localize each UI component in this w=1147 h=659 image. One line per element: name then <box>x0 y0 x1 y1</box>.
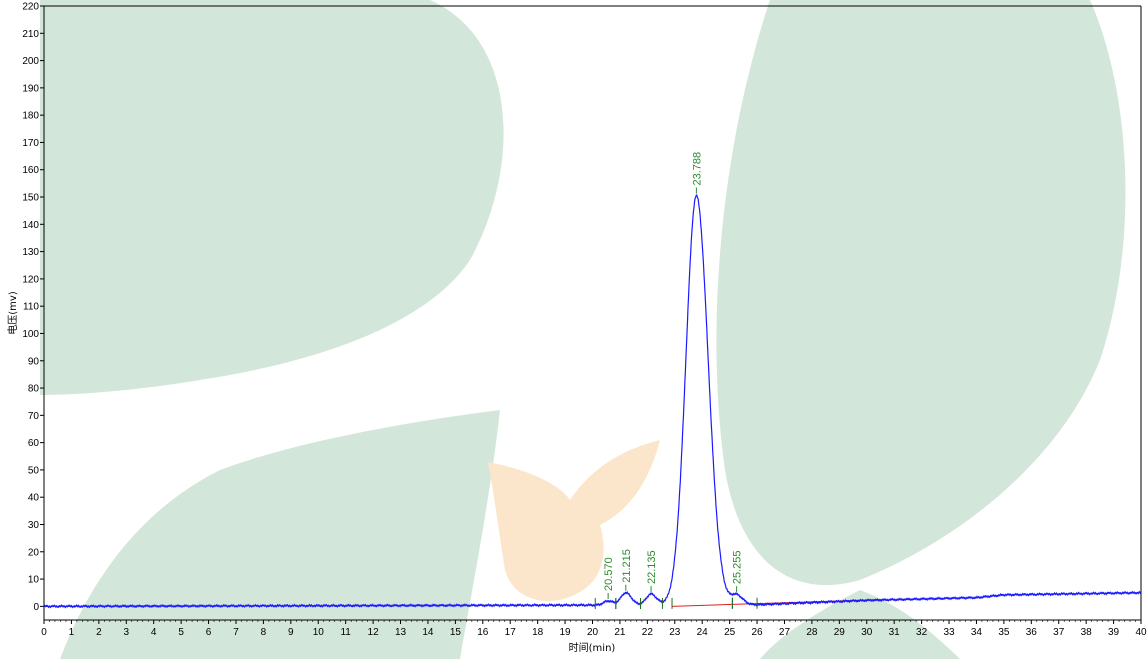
x-tick-label: 30 <box>861 627 873 638</box>
trace-layer <box>43 194 1142 609</box>
y-tick-label: 70 <box>28 411 40 422</box>
x-tick-label: 3 <box>123 627 129 638</box>
x-tick-label: 12 <box>368 627 380 638</box>
watermark-leaf-right <box>716 0 1126 586</box>
y-tick-label: 0 <box>33 602 39 613</box>
x-tick-label: 10 <box>313 627 325 638</box>
y-tick-label: 150 <box>22 193 39 204</box>
x-tick-label: 28 <box>806 627 818 638</box>
y-tick-label: 40 <box>28 493 40 504</box>
y-tick-label: 220 <box>22 2 39 13</box>
x-tick-label: 2 <box>96 627 102 638</box>
y-tick-label: 90 <box>28 356 40 367</box>
x-tick-label: 37 <box>1053 627 1065 638</box>
x-tick-label: 6 <box>206 627 212 638</box>
x-tick-label: 13 <box>395 627 407 638</box>
peak-label: 21.215 <box>621 549 633 583</box>
x-tick-label: 21 <box>614 627 626 638</box>
x-tick-label: 39 <box>1108 627 1120 638</box>
x-tick-label: 40 <box>1135 627 1147 638</box>
y-tick-label: 190 <box>22 83 39 94</box>
x-tick-label: 18 <box>532 627 544 638</box>
y-tick-label: 120 <box>22 274 39 285</box>
watermark-leaf-bottom-right <box>760 590 960 659</box>
x-tick-label: 16 <box>477 627 489 638</box>
chromatogram-trace <box>43 194 1142 609</box>
y-tick-label: 20 <box>28 547 40 558</box>
x-tick-label: 11 <box>340 627 351 638</box>
x-tick-label: 0 <box>41 627 47 638</box>
peak-label: 22.135 <box>646 550 658 584</box>
x-tick-label: 14 <box>422 627 434 638</box>
x-tick-label: 35 <box>998 627 1010 638</box>
y-tick-label: 180 <box>22 111 39 122</box>
peak-layer: 20.570 21.215 22.135 23.788 25.255 <box>594 152 758 610</box>
x-ticks: 0 1 2 3 4 5 6 7 8 9 10 11 12 13 14 15 16 17 18 19 20 21 22 23 24… <box>41 620 1147 638</box>
x-tick-label: 38 <box>1081 627 1093 638</box>
x-tick-label: 4 <box>151 627 157 638</box>
peak-label: 23.788 <box>691 152 703 186</box>
x-tick-label: 20 <box>587 627 599 638</box>
x-tick-label: 27 <box>779 627 791 638</box>
y-tick-label: 30 <box>28 520 40 531</box>
x-tick-label: 23 <box>669 627 681 638</box>
watermark-logo <box>40 0 1126 659</box>
y-ticks: 0 10 20 30 40 50 60 70 80 90 100 110 120 130 140 150 160… <box>22 2 44 613</box>
x-tick-label: 24 <box>697 627 709 638</box>
x-tick-label: 22 <box>642 627 654 638</box>
x-tick-label: 15 <box>450 627 462 638</box>
x-tick-label: 1 <box>69 627 75 638</box>
x-tick-label: 19 <box>560 627 572 638</box>
x-tick-label: 7 <box>233 627 239 638</box>
x-tick-label: 9 <box>288 627 294 638</box>
y-tick-label: 160 <box>22 165 39 176</box>
y-axis-label: 电压(mv) <box>6 291 19 335</box>
x-tick-label: 29 <box>834 627 846 638</box>
y-tick-label: 80 <box>28 384 40 395</box>
y-tick-label: 110 <box>23 302 39 313</box>
x-tick-label: 17 <box>505 627 517 638</box>
y-tick-label: 100 <box>22 329 39 340</box>
watermark-leaf-bottom-left <box>60 410 500 659</box>
x-tick-label: 8 <box>261 627 267 638</box>
x-tick-label: 34 <box>971 627 983 638</box>
y-tick-label: 60 <box>28 438 40 449</box>
watermark-leaf-orange <box>488 440 660 601</box>
x-tick-label: 33 <box>943 627 955 638</box>
y-tick-label: 210 <box>22 29 39 40</box>
x-tick-label: 31 <box>889 627 901 638</box>
x-tick-label: 25 <box>724 627 736 638</box>
watermark-leaf-top-left <box>40 0 504 395</box>
y-tick-label: 140 <box>22 220 39 231</box>
x-axis-label: 时间(min) <box>569 641 616 654</box>
x-tick-label: 36 <box>1026 627 1038 638</box>
x-tick-label: 32 <box>916 627 928 638</box>
peak-label: 20.570 <box>603 557 615 591</box>
y-tick-label: 200 <box>22 56 39 67</box>
y-tick-label: 50 <box>28 465 40 476</box>
x-tick-label: 26 <box>751 627 763 638</box>
x-tick-label: 5 <box>178 627 184 638</box>
y-tick-label: 10 <box>28 575 40 586</box>
y-tick-label: 130 <box>22 247 39 258</box>
peak-label: 25.255 <box>732 550 744 584</box>
y-tick-label: 170 <box>22 138 39 149</box>
